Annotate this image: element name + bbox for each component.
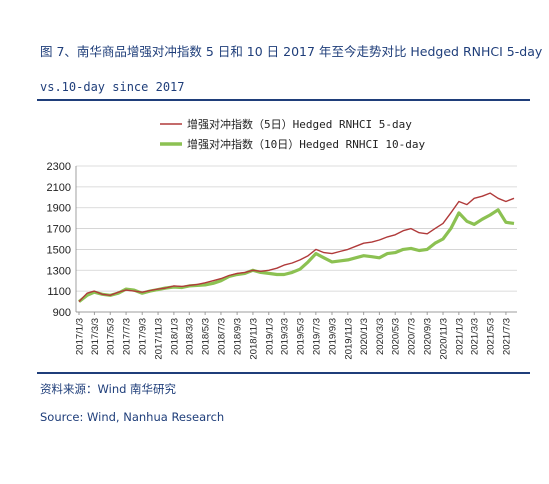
x-tick-label: 2018/9/3 bbox=[233, 318, 244, 355]
y-tick-label: 1900 bbox=[47, 203, 71, 215]
chart-title-line1: 图 7、南华商品增强对冲指数 5 日和 10 日 2017 年至今走势对比 He… bbox=[40, 44, 543, 59]
x-tick-label: 2021/1/3 bbox=[454, 318, 465, 355]
source-divider bbox=[37, 372, 530, 374]
y-tick-label: 2300 bbox=[47, 161, 71, 173]
title-divider bbox=[37, 99, 530, 101]
gridlines bbox=[76, 165, 517, 313]
x-tick-label: 2021/5/3 bbox=[486, 318, 497, 355]
x-tick-label: 2019/3/3 bbox=[280, 318, 291, 355]
x-tick-label: 2018/7/3 bbox=[216, 318, 227, 355]
x-tick-label: 2020/11/3 bbox=[439, 318, 450, 360]
x-axis: 2017/1/3 2017/3/3 2017/5/3 2017/7/3 2017/9/3… bbox=[75, 311, 517, 360]
x-tick-label: 2018/5/3 bbox=[201, 318, 212, 355]
chart-title-line2: vs.10-day since 2017 bbox=[40, 80, 185, 94]
legend-label-10day: 增强对冲指数（10日）Hedged RNHCI 10-day bbox=[187, 137, 425, 151]
series-line-5day bbox=[78, 192, 515, 303]
x-tick-label: 2019/5/3 bbox=[296, 318, 307, 355]
x-tick-label: 2017/5/3 bbox=[106, 318, 117, 355]
y-axis: 900 1100 1300 1500 1700 1900 2100 2300 bbox=[47, 161, 77, 319]
x-tick-label: 2019/1/3 bbox=[264, 318, 275, 355]
legend: 增强对冲指数（5日）Hedged RNHCI 5-day 增强对冲指数（10日）H… bbox=[160, 117, 425, 151]
x-tick-label: 2020/9/3 bbox=[423, 318, 434, 355]
series-lines bbox=[78, 192, 515, 303]
x-tick-label: 2019/7/3 bbox=[311, 318, 322, 355]
x-tick-label: 2017/1/3 bbox=[75, 318, 86, 355]
x-tick-label: 2021/3/3 bbox=[470, 318, 481, 355]
y-tick-label: 900 bbox=[53, 307, 71, 319]
y-tick-label: 1100 bbox=[47, 286, 71, 298]
y-tick-label: 1700 bbox=[47, 224, 71, 236]
line-chart: 900 1100 1300 1500 1700 1900 2100 2300 2017/1/3… bbox=[47, 117, 517, 360]
legend-label-5day: 增强对冲指数（5日）Hedged RNHCI 5-day bbox=[187, 117, 412, 131]
source-en: Source: Wind, Nanhua Research bbox=[40, 410, 225, 424]
x-tick-label: 2017/11/3 bbox=[154, 318, 165, 360]
x-tick-label: 2018/3/3 bbox=[185, 318, 196, 355]
x-tick-label: 2020/1/3 bbox=[359, 318, 370, 355]
y-tick-label: 1500 bbox=[47, 244, 71, 256]
x-tick-label: 2019/11/3 bbox=[343, 318, 354, 360]
x-tick-label: 2020/3/3 bbox=[375, 318, 386, 355]
series-line-10day bbox=[78, 208, 515, 303]
y-tick-label: 2100 bbox=[47, 182, 71, 194]
y-tick-label: 1300 bbox=[47, 265, 71, 277]
x-tick-label: 2017/9/3 bbox=[138, 318, 149, 355]
x-tick-label: 2018/1/3 bbox=[169, 318, 180, 355]
x-tick-label: 2021/7/3 bbox=[501, 318, 512, 355]
x-tick-label: 2018/11/3 bbox=[248, 318, 259, 360]
source-cn: 资料来源：Wind 南华研究 bbox=[40, 382, 177, 396]
x-tick-label: 2020/7/3 bbox=[407, 318, 418, 355]
x-tick-label: 2020/5/3 bbox=[391, 318, 402, 355]
x-tick-label: 2019/9/3 bbox=[327, 318, 338, 355]
x-tick-label: 2017/7/3 bbox=[122, 318, 133, 355]
x-tick-label: 2017/3/3 bbox=[90, 318, 101, 355]
